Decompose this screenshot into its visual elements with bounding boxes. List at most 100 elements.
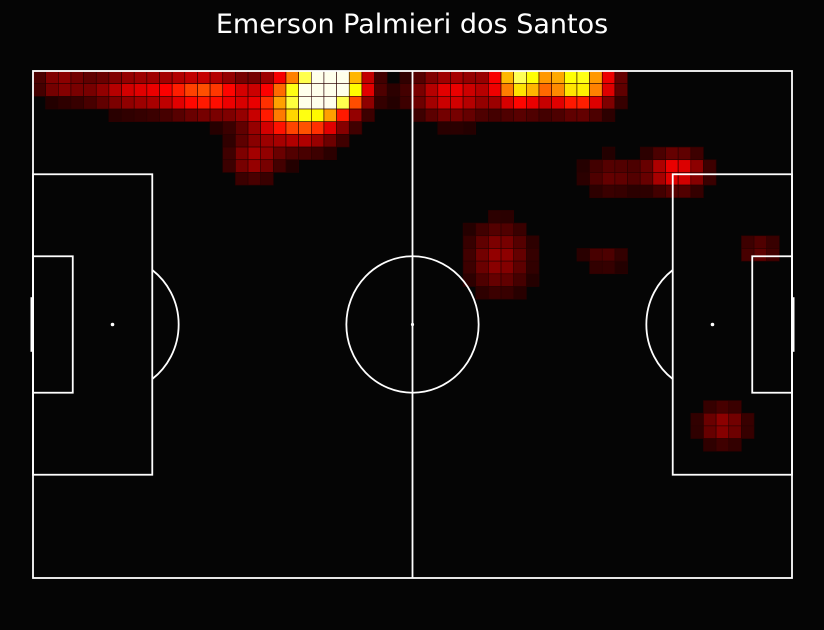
heatmap-cell (500, 108, 514, 123)
heatmap-cell (133, 108, 148, 123)
heatmap-cell (703, 438, 717, 452)
heatmap-cell (285, 146, 299, 161)
heatmap-cell (551, 70, 565, 84)
heatmap-cell (108, 108, 122, 123)
heatmap-cell (247, 96, 262, 110)
heatmap-cell (475, 222, 489, 237)
heatmap-cell (728, 400, 742, 414)
heatmap-cell (323, 146, 337, 161)
heatmap-cell (614, 184, 628, 199)
heatmap-cell (260, 83, 274, 97)
heatmap-cell (285, 134, 299, 148)
heatmap-cell (197, 83, 211, 97)
heatmap-cell (70, 96, 84, 110)
heatmap-cell (95, 83, 110, 97)
heatmap-cell (222, 96, 236, 110)
heatmap-cell (513, 222, 527, 237)
heatmap-cell (627, 172, 641, 186)
heatmap-cell (614, 248, 628, 262)
heatmap-cell (260, 172, 274, 186)
heatmap-cell (475, 96, 489, 110)
left-penalty-spot (110, 322, 115, 327)
heatmap-cell (171, 83, 186, 97)
heatmap-cell (260, 146, 274, 161)
heatmap-cell (715, 412, 730, 427)
heatmap-cell (601, 260, 616, 275)
heatmap-cell (462, 273, 477, 287)
heatmap-cell (589, 248, 603, 262)
heatmap-cell (323, 70, 337, 84)
heatmap-cell (222, 108, 236, 123)
heatmap-cell (361, 96, 375, 110)
heatmap-cell (601, 146, 616, 161)
heatmap-cell (500, 260, 514, 275)
heatmap-cell (70, 83, 84, 97)
heatmap-cell (222, 70, 236, 84)
heatmap-cell (424, 70, 439, 84)
heatmap-cell (273, 108, 287, 123)
heatmap-cell (260, 108, 274, 123)
heatmap-cell (589, 159, 603, 173)
left-penalty-area (32, 173, 154, 476)
heatmap-cell (222, 83, 236, 97)
heatmap-cell (513, 235, 527, 249)
heatmap-cell (462, 70, 477, 84)
heatmap-cell (488, 260, 502, 275)
heatmap-cell (336, 83, 350, 97)
heatmap-cell (374, 83, 388, 97)
heatmap-cell (500, 222, 514, 237)
heatmap-cell (513, 248, 527, 262)
heatmap-cell (437, 96, 451, 110)
heatmap-cell (235, 96, 249, 110)
heatmap-cell (386, 83, 401, 97)
heatmap-cell (601, 248, 616, 262)
heatmap-cell (538, 96, 552, 110)
heatmap-cell (361, 83, 375, 97)
heatmap-cell (526, 260, 540, 275)
heatmap-cell (374, 70, 388, 84)
heatmap-cell (703, 172, 717, 186)
heatmap-cell (690, 425, 704, 439)
heatmap-cell (665, 184, 679, 199)
heatmap-cell (488, 96, 502, 110)
heatmap-cell (247, 83, 262, 97)
heatmap-cell (601, 184, 616, 199)
heatmap-cell (285, 121, 299, 135)
heatmap-cell (500, 273, 514, 287)
left-goal-area (32, 255, 74, 394)
heatmap-cell (235, 159, 249, 173)
heatmap-cell (412, 70, 426, 84)
heatmap-cell (563, 96, 578, 110)
heatmap-cell (121, 70, 135, 84)
heatmap-cell (247, 121, 262, 135)
heatmap-cell (728, 425, 742, 439)
heatmap-cell (703, 412, 717, 427)
heatmap-cell (235, 134, 249, 148)
heatmap-cell (551, 108, 565, 123)
heatmap-cell (298, 108, 312, 123)
heatmap-cell (361, 108, 375, 123)
heatmap-cell (108, 83, 122, 97)
heatmap-cell (741, 425, 755, 439)
heatmap-cell (450, 96, 464, 110)
heatmap-cell (601, 70, 616, 84)
heatmap-cell (538, 83, 552, 97)
heatmap-cell (715, 425, 730, 439)
heatmap-cell (247, 159, 262, 173)
heatmap-cell (526, 83, 540, 97)
heatmap-cell (462, 96, 477, 110)
heatmap-cell (488, 70, 502, 84)
heatmap-cell (121, 83, 135, 97)
heatmap-cell (184, 96, 198, 110)
heatmap-cell (488, 248, 502, 262)
heatmap-cell (310, 70, 325, 84)
heatmap-cell (386, 96, 401, 110)
heatmap-cell (475, 108, 489, 123)
heatmap-cell (209, 96, 224, 110)
heatmap-cell (450, 121, 464, 135)
heatmap-cell (298, 70, 312, 84)
heatmap-cell (589, 108, 603, 123)
heatmap-cell (260, 121, 274, 135)
heatmap-cell (652, 172, 666, 186)
heatmap-cell (336, 134, 350, 148)
